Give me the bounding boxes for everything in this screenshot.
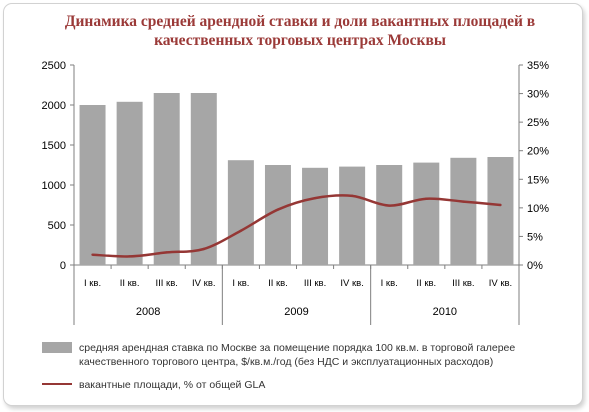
x-tick-label: II кв. xyxy=(120,278,140,289)
x-tick-label: III кв. xyxy=(304,278,326,289)
bar xyxy=(413,162,440,265)
line-point xyxy=(350,194,354,198)
bar xyxy=(79,105,106,265)
bar xyxy=(153,93,180,265)
line-point xyxy=(202,247,205,251)
legend-label-bars: средняя арендная ставка по Москве за пом… xyxy=(79,341,515,369)
x-tick-label: I кв. xyxy=(84,278,101,289)
y-left-tick-label: 2500 xyxy=(42,60,66,72)
y-right-tick-label: 35% xyxy=(527,60,549,72)
y-right-tick-label: 20% xyxy=(527,146,549,158)
x-tick-label: IV кв. xyxy=(340,278,363,289)
x-tick-label: II кв. xyxy=(268,278,288,289)
y-right-tick-label: 5% xyxy=(527,231,543,243)
line-point xyxy=(425,197,428,200)
axis-labels: 0 500 1000 1500 2000 2500 0% 5% 10% 15% 20% 25% 30% 3… xyxy=(42,60,550,318)
vacancy-line xyxy=(92,194,501,258)
y-left-tick-label: 500 xyxy=(48,220,66,232)
y-right-tick-label: 30% xyxy=(527,89,549,101)
line-series xyxy=(91,194,502,258)
bar xyxy=(302,167,329,265)
x-tick-label: IV кв. xyxy=(489,278,512,289)
line-point xyxy=(313,196,317,200)
x-group-label: 2008 xyxy=(136,306,160,318)
legend-label-bars-line2: качественного торгового центра, $/кв.м./… xyxy=(79,356,494,368)
bar xyxy=(116,101,143,265)
legend-swatch-bars xyxy=(42,342,72,353)
line-point xyxy=(128,255,131,258)
y-right-tick-label: 10% xyxy=(527,203,549,215)
line-point xyxy=(91,253,94,256)
y-left-tick-label: 1000 xyxy=(42,180,66,192)
chart-title: Динамика средней арендной ставки и доли … xyxy=(64,13,536,49)
bar xyxy=(227,160,254,265)
x-tick-label: I кв. xyxy=(232,278,249,289)
y-left-tick-label: 1500 xyxy=(42,140,66,152)
line-point xyxy=(165,251,168,254)
bar-series xyxy=(79,93,514,265)
x-group-label: 2009 xyxy=(284,306,308,318)
y-left-tick-label: 2000 xyxy=(42,100,66,112)
line-point xyxy=(388,204,391,207)
x-tick-label: III кв. xyxy=(156,278,178,289)
x-tick-label: II кв. xyxy=(416,278,436,289)
legend-swatch-line xyxy=(42,383,72,385)
legend-label-bars-line1: средняя арендная ставка по Москве за пом… xyxy=(79,342,516,354)
y-left-tick-label: 0 xyxy=(60,260,66,272)
y-right-tick-label: 25% xyxy=(527,117,549,129)
y-right-tick-label: 0% xyxy=(527,260,543,272)
x-tick-label: III кв. xyxy=(452,278,474,289)
y-right-tick-label: 15% xyxy=(527,174,549,186)
bar xyxy=(487,157,514,265)
bar xyxy=(376,165,403,265)
axes xyxy=(70,64,523,325)
bar xyxy=(339,166,366,265)
line-point xyxy=(499,203,502,207)
line-point xyxy=(276,208,280,211)
bar xyxy=(450,157,477,265)
line-point xyxy=(462,200,465,203)
line-point xyxy=(239,229,243,232)
x-tick-label: I кв. xyxy=(381,278,398,289)
x-tick-label: IV кв. xyxy=(192,278,215,289)
bar xyxy=(190,93,217,265)
x-group-label: 2010 xyxy=(433,306,457,318)
legend-label-line: вакантные площади, % от общей GLA xyxy=(79,379,266,391)
